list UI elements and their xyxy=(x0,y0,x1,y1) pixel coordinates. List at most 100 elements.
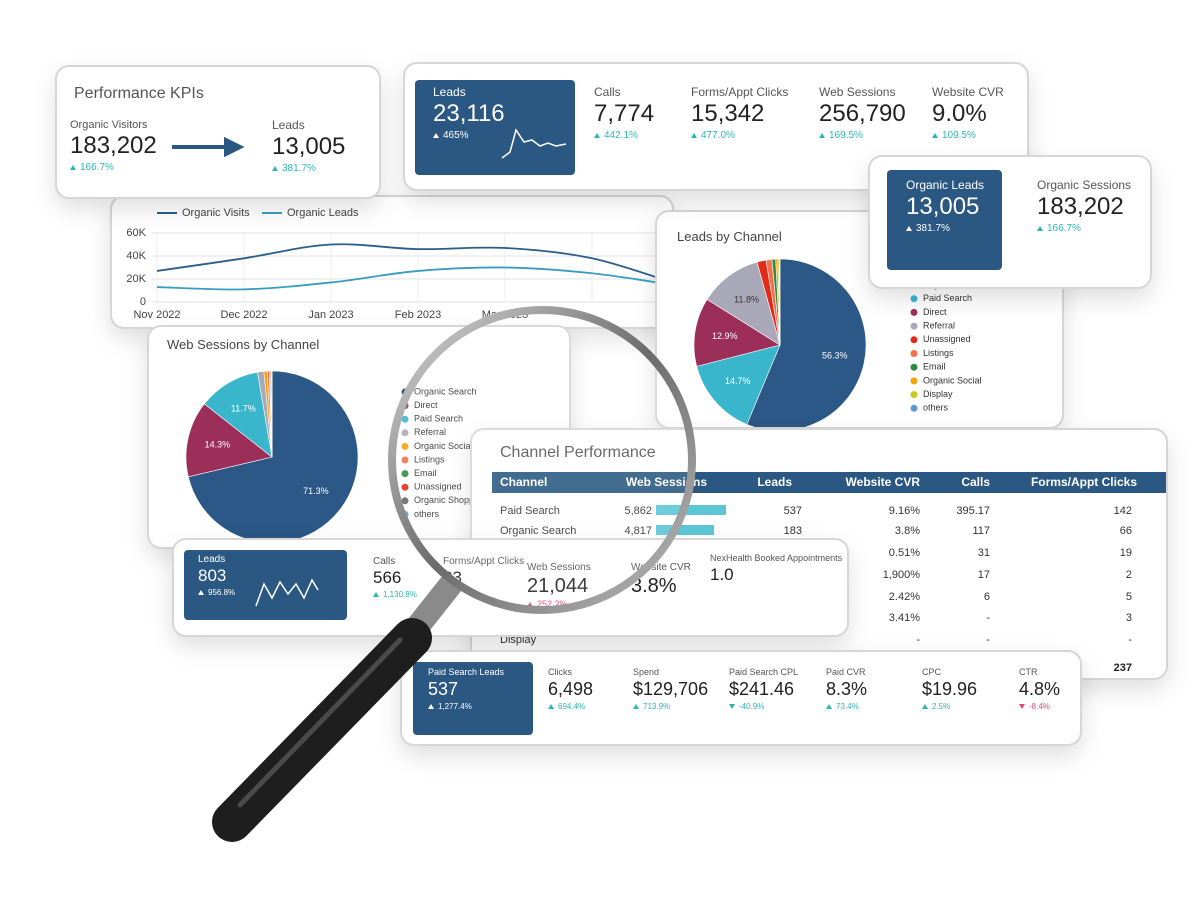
legend-label: Organic Search xyxy=(414,386,477,396)
y-tick-label: 40K xyxy=(126,250,146,262)
legend-label: Unassigned xyxy=(923,334,971,344)
metric-change: 73.4% xyxy=(826,702,859,712)
table-cell: 9.16% xyxy=(888,505,920,517)
pie-slice xyxy=(706,261,781,346)
table-cell: Display xyxy=(500,634,537,646)
pie-chart: 56.3%14.7%12.9%11.8%Organic SearchPaid S… xyxy=(693,258,986,427)
table-cell: 2.42% xyxy=(888,591,920,603)
metric-label: Leads xyxy=(433,85,466,99)
legend-dot xyxy=(401,456,409,464)
legend-label: Referral xyxy=(923,320,955,330)
metric-value: 23 xyxy=(443,568,462,587)
sparkline xyxy=(501,128,567,159)
metric-label: CTR xyxy=(1019,667,1038,677)
metric-label: Paid Search Leads xyxy=(428,667,505,677)
table-cell: - xyxy=(986,612,990,624)
metric-value: 15,342 xyxy=(691,100,765,127)
legend-label: Organic Leads xyxy=(287,207,359,219)
metric-label: Paid CVR xyxy=(826,667,866,677)
metric-label: CPC xyxy=(922,667,942,677)
metric-label: Calls xyxy=(594,85,621,99)
legend-label: Paid Search xyxy=(414,414,463,424)
metric-value: 4.8% xyxy=(1019,679,1061,699)
pie-slice xyxy=(187,370,359,544)
legend-dot xyxy=(910,336,918,344)
metric-label: Website CVR xyxy=(631,562,691,573)
table-cell: 3.41% xyxy=(888,612,920,624)
legend-dot xyxy=(910,404,918,412)
metric-value: 8.3% xyxy=(826,679,868,699)
table-header-cell: Channel xyxy=(500,475,548,489)
table-cell: 66 xyxy=(1119,525,1132,537)
legend-dot xyxy=(401,470,409,478)
legend-dot xyxy=(401,483,409,491)
table-cell: 117 xyxy=(972,525,990,537)
metric-label: Forms/Appt Clicks xyxy=(443,556,525,567)
table-cell: 4,817 xyxy=(624,525,652,537)
x-tick-label: Feb 2023 xyxy=(395,309,441,321)
metric-change: -8.4% xyxy=(1019,702,1050,712)
metric-change: 694.4% xyxy=(548,702,585,712)
legend-dot xyxy=(910,350,918,357)
table-cell: - xyxy=(1128,634,1132,646)
handle xyxy=(212,618,432,842)
line-series xyxy=(156,243,672,284)
legend-label: Unassigned xyxy=(414,482,462,492)
legend-label: Email xyxy=(923,362,946,372)
metric-label: Organic Sessions xyxy=(1037,178,1132,192)
legend-dot xyxy=(401,402,409,410)
table-cell: 6 xyxy=(983,591,990,603)
metric-change: 713.9% xyxy=(633,702,670,712)
legend-dot xyxy=(401,510,409,518)
metric-change: 381.7% xyxy=(272,163,316,174)
session-bar xyxy=(656,505,727,515)
legend-dot xyxy=(910,377,918,385)
metric-change: 381.7% xyxy=(906,223,950,234)
slice-label: 14.3% xyxy=(205,439,231,449)
legend-label: Organic Social xyxy=(923,375,982,385)
metric-value: 6,498 xyxy=(548,679,594,699)
metric-label: Website CVR xyxy=(932,85,1004,99)
table-cell: 5,862 xyxy=(624,505,652,517)
slice-label: 56.3% xyxy=(822,350,848,360)
legend-dot xyxy=(401,429,409,437)
legend-label: Direct xyxy=(923,307,947,317)
metric-change: 2.5% xyxy=(922,702,950,712)
metric-value: $19.96 xyxy=(922,679,978,699)
metric-change: 477.0% xyxy=(691,130,735,141)
metric-change: 442.1% xyxy=(594,130,638,141)
legend-dot xyxy=(401,497,409,505)
metric-value: 183,202 xyxy=(1037,193,1124,220)
metric-value: $241.46 xyxy=(729,679,795,699)
metric-change: 166.7% xyxy=(1037,223,1081,234)
metric-value: 9.0% xyxy=(932,100,987,127)
arrow-shape xyxy=(172,137,245,157)
metric-value: 537 xyxy=(428,679,459,699)
pie-chart: 71.3% 14.3% 11.7% Organic Search Direct Paid … xyxy=(185,370,486,544)
highlight-tile xyxy=(887,170,1002,270)
slice-label: 71.3% xyxy=(303,486,329,496)
table-cell: 0.51% xyxy=(888,547,920,559)
x-tick-label: Dec 2022 xyxy=(220,309,267,321)
table-cell: Paid Search xyxy=(500,505,560,517)
metric-value: 13,005 xyxy=(272,133,346,160)
y-tick-label: 60K xyxy=(126,227,146,239)
line-chart: 0 20K 40K 60K Nov 2022 Dec 2022 Jan 2023 Feb 20… xyxy=(126,207,672,321)
slice-label: 14.7% xyxy=(725,376,751,386)
sparkline xyxy=(255,578,319,607)
highlight-tile xyxy=(413,662,533,735)
line-series xyxy=(156,266,672,291)
y-tick-label: 0 xyxy=(140,296,146,308)
metric-value: $129,706 xyxy=(633,679,709,699)
legend-dot xyxy=(910,322,918,330)
table-header-cell: Website CVR xyxy=(845,475,920,489)
metric-label: Leads xyxy=(272,118,305,132)
legend-label: Display xyxy=(923,389,953,399)
legend-dot xyxy=(910,363,918,371)
table-header-cell: Forms/Appt Clicks xyxy=(1030,475,1137,489)
legend-dot xyxy=(401,442,409,450)
slice-label: 12.9% xyxy=(712,331,738,341)
legend-dot xyxy=(910,295,918,303)
pie-slice xyxy=(779,258,781,346)
